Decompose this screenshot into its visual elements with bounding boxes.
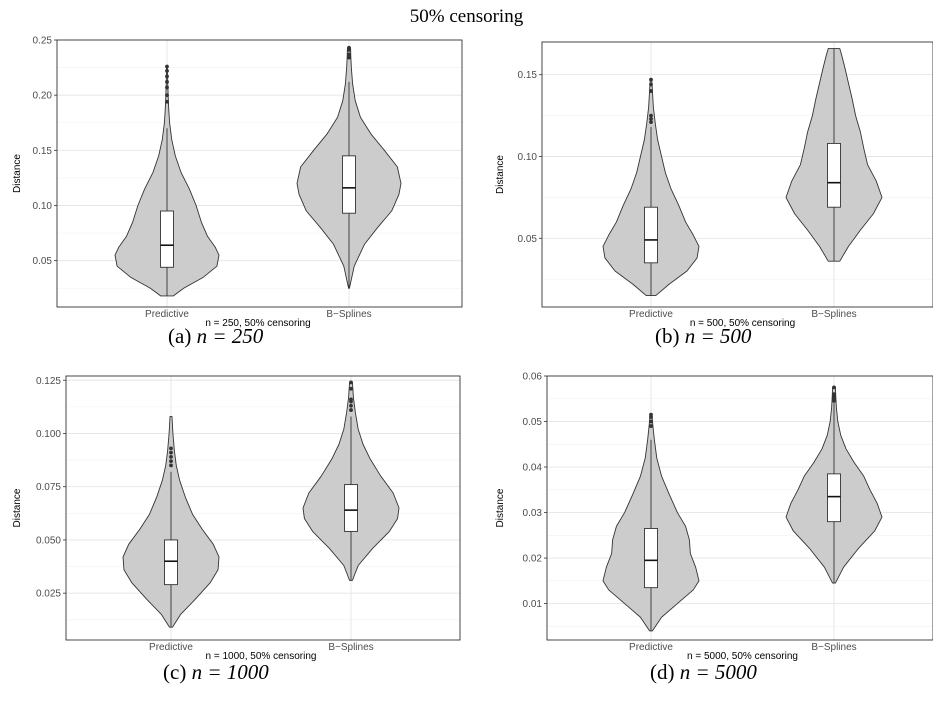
caption-b: (b) n = 500 (655, 324, 752, 348)
panel-a: 0.05 0.10 0.15 0.20 0.25 Predictive B−Splines n… (0, 34, 466, 329)
y-tick-label: 0.15 (518, 70, 538, 81)
x-category-label: B−Splines (326, 309, 371, 320)
y-axis-title: Distance (495, 155, 506, 194)
caption-a: (a) n = 250 (168, 324, 264, 348)
outlier-point (165, 68, 169, 73)
outlier-point (349, 403, 353, 408)
outlier-point (349, 397, 353, 402)
outlier-point (169, 446, 173, 451)
y-tick-label: 0.10 (518, 152, 538, 163)
box (644, 206, 658, 264)
plot-border (541, 41, 933, 308)
outlier-point (165, 64, 169, 69)
outlier-point (169, 463, 173, 468)
y-tick-label: 0.05 (518, 234, 538, 245)
outlier-point (649, 82, 653, 87)
caption-d: (d) n = 5000 (650, 660, 757, 684)
violin-chart-d: 0.01 0.02 0.03 0.04 0.05 0.06 Predictive B−Spli… (495, 372, 933, 662)
outlier-point (649, 113, 653, 118)
x-axis-title: n = 5000, 50% censoring (687, 651, 798, 662)
outlier-point (349, 408, 353, 412)
x-category-label: B−Splines (328, 642, 373, 653)
outlier-point (347, 52, 351, 57)
y-tick-label: 0.125 (36, 376, 61, 387)
box (164, 539, 178, 586)
box (644, 528, 658, 589)
outlier-point (649, 419, 653, 424)
x-category-label: B−Splines (811, 642, 856, 653)
outlier-point (169, 459, 173, 464)
y-axis-title: Distance (12, 488, 23, 527)
outlier-point (165, 93, 169, 98)
outlier-point (165, 85, 169, 90)
plot-border (546, 375, 933, 641)
y-tick-label: 0.01 (523, 599, 543, 610)
y-tick-label: 0.05 (523, 417, 543, 428)
box (342, 155, 356, 214)
outlier-point (349, 386, 353, 391)
outlier-point (165, 80, 169, 84)
panel-b: 0.05 0.10 0.15 Predictive B−Splines n = 500, … (483, 34, 933, 329)
x-category-label: Predictive (629, 642, 673, 653)
outlier-point (832, 385, 836, 390)
y-tick-label: 0.03 (523, 508, 543, 519)
box (827, 142, 841, 208)
plot-border (65, 375, 461, 641)
box (344, 484, 358, 532)
y-axis-title: Distance (495, 488, 506, 527)
y-tick-label: 0.025 (36, 589, 61, 600)
outlier-point (649, 424, 653, 428)
y-tick-label: 0.02 (523, 554, 543, 565)
figure-title: 50% censoring (409, 6, 524, 27)
outlier-point (649, 89, 653, 93)
panel-c: 0.025 0.050 0.075 0.100 0.125 Predictive B−Spl… (0, 370, 466, 662)
violin-chart-b: 0.05 0.10 0.15 Predictive B−Splines n = 500, … (495, 41, 933, 329)
violin-chart-a: 0.05 0.10 0.15 0.20 0.25 Predictive B−Splines n… (12, 36, 463, 329)
x-category-label: Predictive (145, 309, 189, 320)
y-tick-label: 0.100 (36, 429, 61, 440)
plot-area (66, 376, 460, 640)
box (827, 473, 841, 523)
outlier-point (347, 45, 351, 50)
plot-border (56, 39, 463, 308)
outlier-point (169, 450, 173, 455)
outlier-point (832, 392, 836, 397)
caption-c: (c) n = 1000 (163, 660, 269, 684)
x-axis-title: n = 500, 50% censoring (690, 318, 795, 329)
outlier-point (649, 120, 653, 125)
y-tick-label: 0.25 (33, 36, 53, 47)
outlier-point (349, 380, 353, 385)
y-tick-label: 0.15 (33, 146, 53, 157)
y-axis-title: Distance (12, 154, 23, 193)
outlier-point (347, 55, 351, 60)
y-tick-label: 0.04 (523, 463, 543, 474)
outlier-point (649, 77, 653, 82)
outlier-point (169, 455, 173, 459)
y-tick-label: 0.06 (523, 372, 543, 383)
y-tick-label: 0.075 (36, 482, 61, 493)
violin-chart-c: 0.025 0.050 0.075 0.100 0.125 Predictive B−Spl… (12, 375, 461, 662)
x-category-label: Predictive (629, 309, 673, 320)
box (160, 210, 174, 268)
outlier-point (649, 412, 653, 417)
outlier-point (649, 116, 653, 121)
x-category-label: Predictive (149, 642, 193, 653)
plot-area (542, 42, 933, 307)
y-tick-label: 0.20 (33, 91, 53, 102)
x-category-label: B−Splines (811, 309, 856, 320)
outlier-point (165, 74, 169, 79)
x-axis-title: n = 250, 50% censoring (205, 318, 310, 329)
x-axis-title: n = 1000, 50% censoring (206, 651, 317, 662)
y-tick-label: 0.10 (33, 201, 53, 212)
y-tick-label: 0.050 (36, 535, 61, 546)
outlier-point (165, 99, 169, 104)
y-tick-label: 0.05 (33, 256, 53, 267)
panel-d: 0.01 0.02 0.03 0.04 0.05 0.06 Predictive B−Spli… (483, 370, 933, 662)
